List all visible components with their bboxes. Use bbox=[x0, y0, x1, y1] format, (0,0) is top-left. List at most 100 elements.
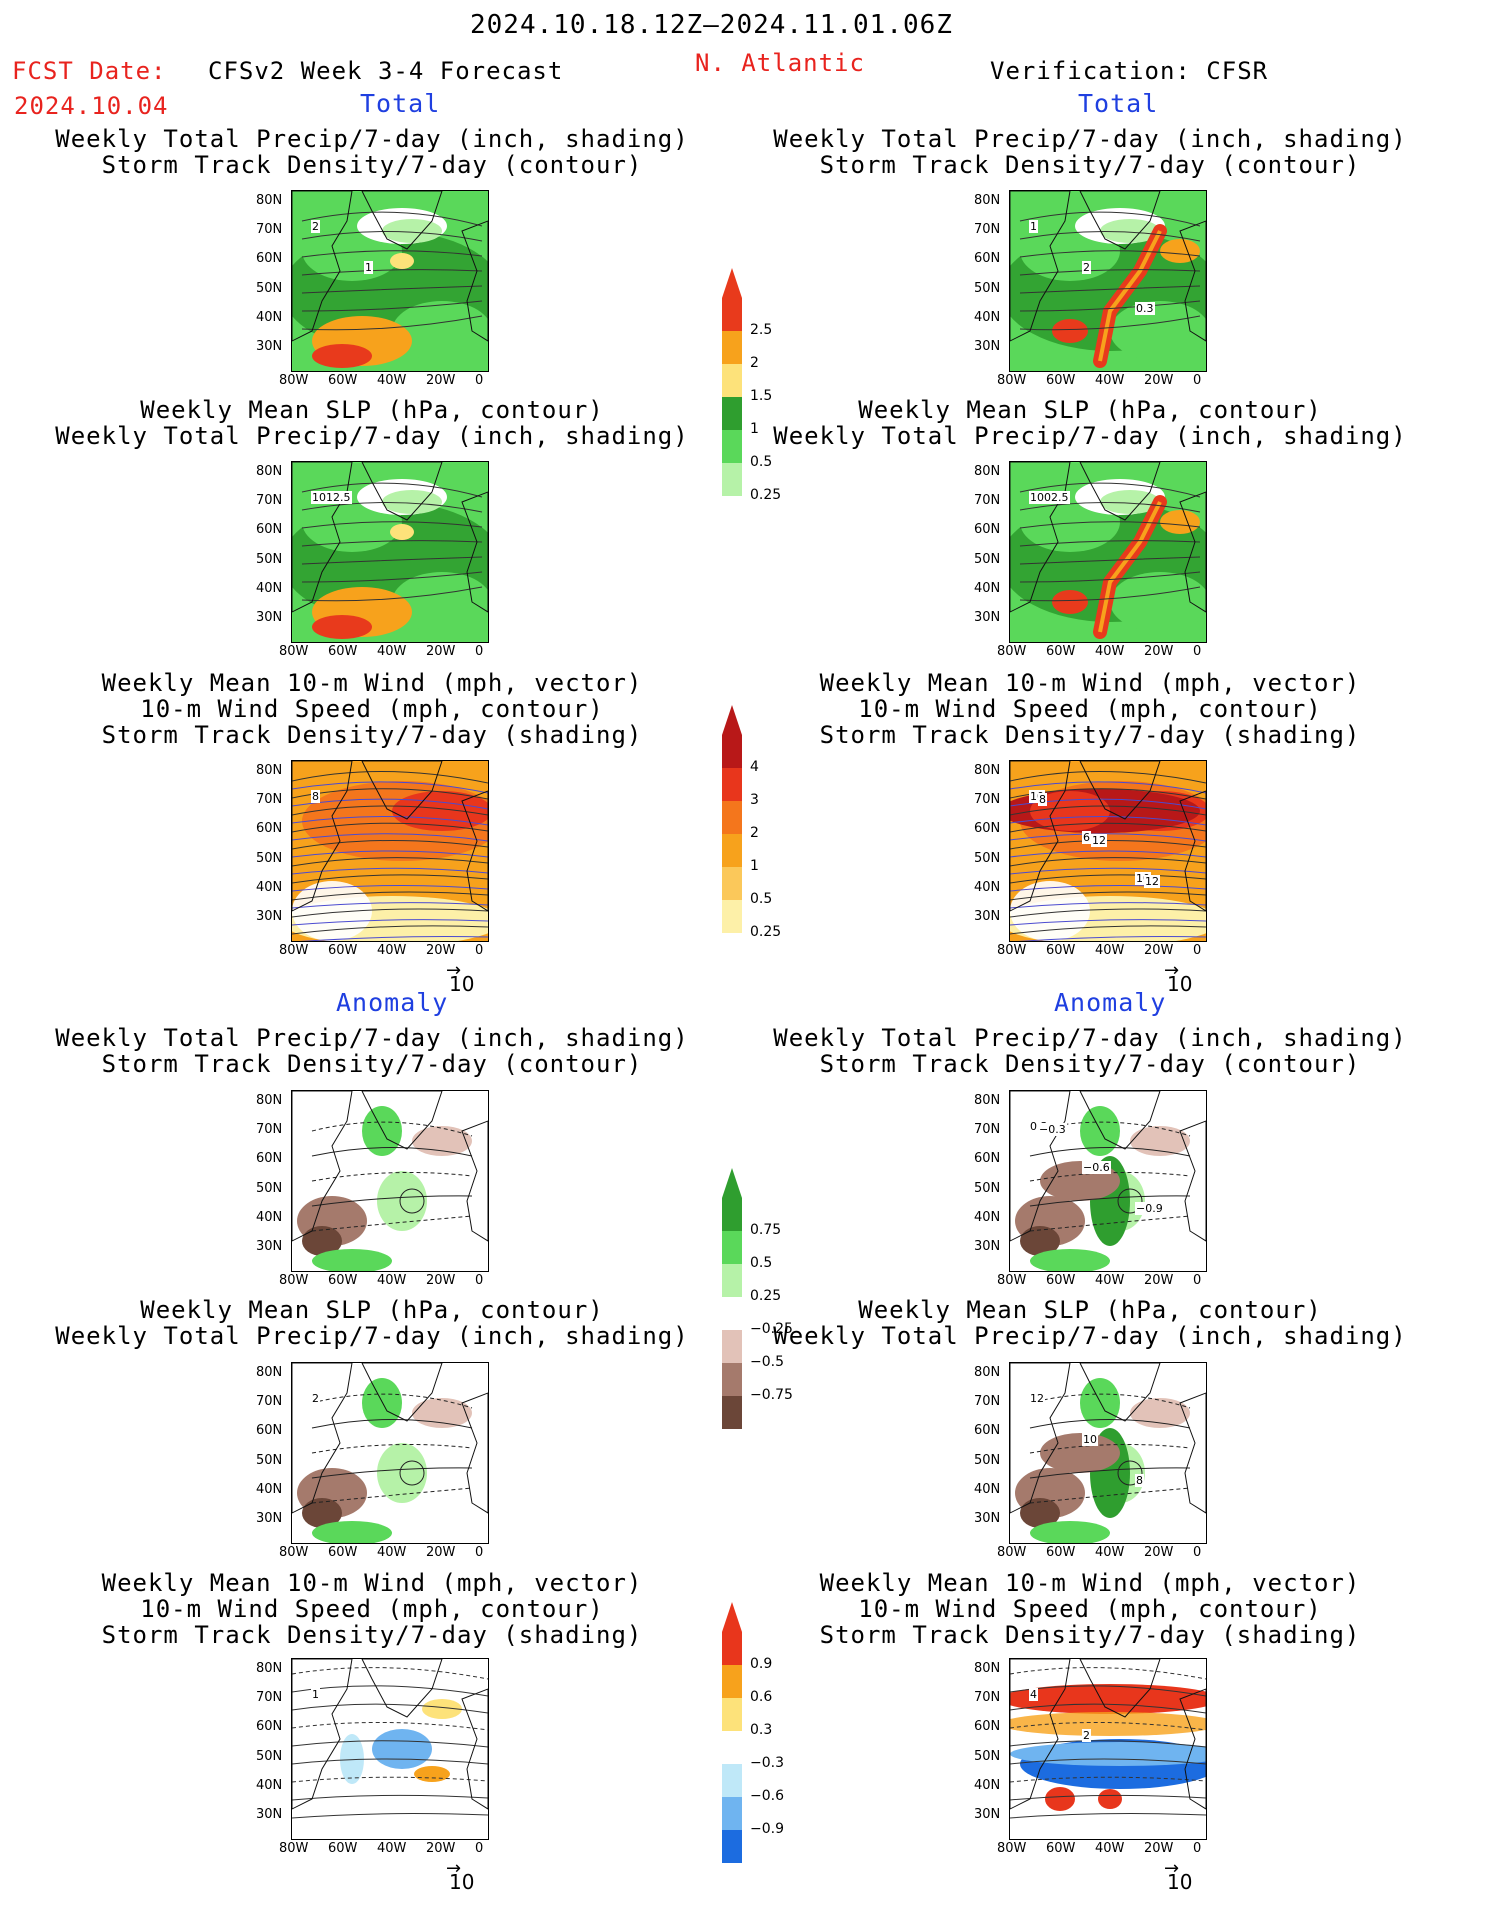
panel-title-left-r2-l2: Weekly Total Precip/7-day (inch, shading… bbox=[55, 422, 689, 450]
map-left-r5 bbox=[291, 1362, 489, 1544]
colorbar-label: −0.6 bbox=[750, 1788, 784, 1804]
lon-tick-label: 80W bbox=[279, 373, 309, 388]
map-left-r1 bbox=[291, 190, 489, 372]
lon-tick-label: 20W bbox=[1144, 644, 1174, 659]
panel-title-right-r4-l1: Weekly Total Precip/7-day (inch, shading… bbox=[773, 1024, 1407, 1052]
lat-tick-label: 80N bbox=[256, 1661, 283, 1676]
colorbar-label: 0.5 bbox=[750, 454, 773, 470]
colorbar-segment bbox=[722, 1632, 742, 1665]
lat-tick-label: 30N bbox=[974, 909, 1001, 924]
lat-tick-label: 50N bbox=[256, 1452, 283, 1468]
lat-tick-label: 80N bbox=[974, 193, 1001, 208]
lat-tick-label: 30N bbox=[256, 1511, 283, 1526]
lon-tick-label: 60W bbox=[1046, 1841, 1076, 1856]
map-left-r2 bbox=[291, 461, 489, 643]
lat-tick-label: 60N bbox=[256, 1151, 283, 1167]
panel-title-left-r5-l2: Weekly Total Precip/7-day (inch, shading… bbox=[55, 1322, 689, 1350]
lon-tick-label: 40W bbox=[1095, 1545, 1125, 1560]
colorbar-label: 1 bbox=[750, 421, 759, 437]
colorbar-precip-anom: 0.75 0.5 0.25 −0.25 −0.5 −0.75 bbox=[722, 1168, 812, 1433]
lat-tick-label: 40N bbox=[974, 1481, 1001, 1497]
lat-tick-label: 70N bbox=[256, 792, 283, 808]
colorbar-segment bbox=[722, 1231, 742, 1264]
lat-tick-label: 60N bbox=[974, 821, 1001, 837]
colorbar-segment bbox=[722, 834, 742, 867]
lat-tick-label: 70N bbox=[974, 493, 1001, 509]
lon-tick-label: 0 bbox=[1193, 644, 1202, 659]
colorbar-track-total: 4 3 2 1 0.5 0.25 bbox=[722, 705, 812, 940]
panel-title-right-r4-l2: Storm Track Density/7-day (contour) bbox=[819, 1050, 1361, 1078]
colorbar-segment bbox=[722, 1665, 742, 1698]
colorbar-segment bbox=[722, 1330, 742, 1363]
lon-tick-label: 20W bbox=[426, 644, 456, 659]
lat-tick-label: 50N bbox=[974, 1180, 1001, 1196]
lat-tick-label: 70N bbox=[256, 1122, 283, 1138]
colorbar-label: 0.5 bbox=[750, 1255, 773, 1271]
colorbar-segment bbox=[722, 1830, 742, 1863]
lat-tick-label: 50N bbox=[974, 1452, 1001, 1468]
lat-tick-label: 40N bbox=[256, 1209, 283, 1225]
lat-tick-label: 70N bbox=[974, 222, 1001, 238]
colorbar-label: 0.5 bbox=[750, 891, 773, 907]
contour-label: 0.3 bbox=[1135, 302, 1155, 315]
lon-tick-label: 40W bbox=[377, 373, 407, 388]
lat-tick-label: 30N bbox=[974, 1807, 1001, 1822]
region-title: N. Atlantic bbox=[695, 49, 865, 77]
contour-label: 12 bbox=[1091, 834, 1107, 847]
lat-tick-label: 40N bbox=[256, 879, 283, 895]
map-left-r6 bbox=[291, 1658, 489, 1840]
map-right-r2 bbox=[1009, 461, 1207, 643]
lon-tick-label: 60W bbox=[328, 943, 358, 958]
contour-label: 8 bbox=[1038, 793, 1047, 806]
panel-title-left-r2-l1: Weekly Mean SLP (hPa, contour) bbox=[140, 396, 604, 424]
lat-tick-label: 30N bbox=[974, 1511, 1001, 1526]
contour-label: 1002.5 bbox=[1029, 491, 1070, 504]
lon-tick-label: 20W bbox=[1144, 373, 1174, 388]
lat-tick-label: 80N bbox=[256, 193, 283, 208]
lon-tick-label: 40W bbox=[1095, 1273, 1125, 1288]
vector-ref-label: 10 bbox=[1167, 972, 1193, 996]
colorbar-label: −0.75 bbox=[750, 1387, 793, 1403]
lat-tick-label: 30N bbox=[256, 610, 283, 625]
lon-tick-label: 0 bbox=[1193, 943, 1202, 958]
lat-tick-label: 30N bbox=[256, 1239, 283, 1254]
lat-tick-label: 40N bbox=[974, 580, 1001, 596]
panel-title-right-r3-l1: Weekly Mean 10-m Wind (mph, vector) bbox=[819, 669, 1361, 697]
lon-tick-label: 40W bbox=[1095, 373, 1125, 388]
lat-tick-label: 50N bbox=[974, 551, 1001, 567]
map-right-r5 bbox=[1009, 1362, 1207, 1544]
colorbar-label: 0.6 bbox=[750, 1689, 773, 1705]
lat-tick-label: 30N bbox=[256, 909, 283, 924]
lat-tick-label: 40N bbox=[974, 309, 1001, 325]
contour-label: 2 bbox=[311, 1392, 320, 1405]
panel-title-left-r3-l3: Storm Track Density/7-day (shading) bbox=[101, 721, 643, 749]
lat-tick-label: 70N bbox=[974, 1122, 1001, 1138]
lon-tick-label: 20W bbox=[1144, 1841, 1174, 1856]
lat-tick-label: 60N bbox=[256, 522, 283, 538]
lat-tick-label: 40N bbox=[974, 1777, 1001, 1793]
panel-title-left-r1-l2: Storm Track Density/7-day (contour) bbox=[101, 151, 643, 179]
colorbar-segment bbox=[722, 1797, 742, 1830]
contour-label: 2 bbox=[1082, 261, 1091, 274]
lat-tick-label: 60N bbox=[256, 251, 283, 267]
lat-tick-label: 30N bbox=[974, 339, 1001, 354]
map-left-r4 bbox=[291, 1090, 489, 1272]
colorbar-top-arrow bbox=[722, 268, 742, 298]
lon-tick-label: 40W bbox=[377, 1545, 407, 1560]
lon-tick-label: 20W bbox=[426, 1273, 456, 1288]
colorbar-segment bbox=[722, 397, 742, 430]
panel-title-right-r6-l1: Weekly Mean 10-m Wind (mph, vector) bbox=[819, 1569, 1361, 1597]
colorbar-label: −0.5 bbox=[750, 1354, 784, 1370]
map-right-r3 bbox=[1009, 760, 1207, 942]
contour-label: 8 bbox=[311, 790, 320, 803]
vector-ref-arrow: → bbox=[446, 960, 462, 981]
lat-tick-label: 80N bbox=[974, 464, 1001, 479]
total-label-left: Total bbox=[360, 89, 441, 118]
lat-tick-label: 60N bbox=[974, 251, 1001, 267]
lon-tick-label: 60W bbox=[328, 1545, 358, 1560]
panel-title-left-r1-l1: Weekly Total Precip/7-day (inch, shading… bbox=[55, 125, 689, 153]
lon-tick-label: 80W bbox=[279, 644, 309, 659]
colorbar-label: 4 bbox=[750, 759, 759, 775]
date-range-title: 2024.10.18.12Z–2024.11.01.06Z bbox=[470, 10, 953, 40]
colorbar-top-arrow bbox=[722, 1168, 742, 1198]
